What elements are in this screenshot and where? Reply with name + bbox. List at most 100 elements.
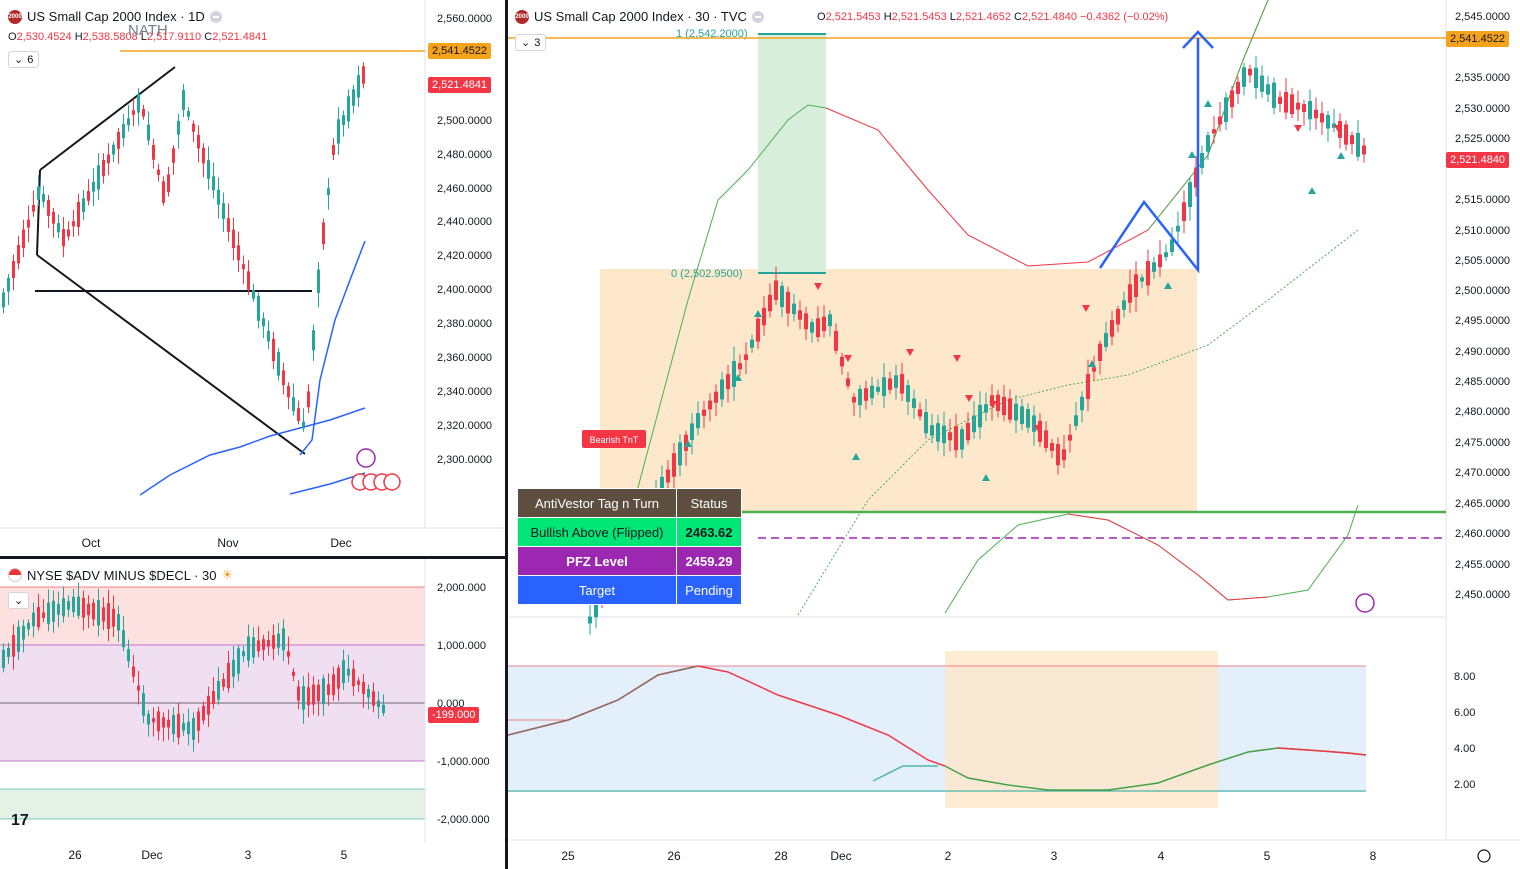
breadth-candle: [327, 684, 330, 696]
price-tick-label: 2,510.0000: [1455, 225, 1510, 237]
breadth-candle: [32, 612, 35, 627]
fib-zone: [758, 34, 826, 273]
intraday-candle: [702, 409, 706, 416]
breadth-candle: [272, 635, 275, 649]
intraday-candle: [708, 400, 712, 410]
buy-signal-icon: [684, 440, 692, 447]
breadth-chart-title[interactable]: NYSE $ADV MINUS $DECL · 30: [27, 567, 217, 583]
table-row-pfz-value: 2459.29: [676, 546, 742, 576]
intraday-candle: [918, 409, 922, 417]
breadth-candle: [207, 695, 210, 715]
intraday-candle: [1308, 100, 1312, 120]
daily-candle: [152, 144, 155, 160]
ohlc-low: 2,517.9110: [146, 31, 202, 43]
intraday-candle: [1344, 124, 1348, 145]
breadth-candle: [187, 721, 190, 735]
breadth-candle: [297, 686, 300, 701]
breadth-candle: [22, 625, 25, 640]
time-label: 5: [341, 848, 348, 862]
intraday-candle: [840, 356, 844, 367]
daily-candle: [147, 124, 150, 141]
daily-chart-svg[interactable]: 2,560.0000 2,500.0000 2,480.0000 2,460.0000…: [0, 0, 505, 556]
breadth-candle: [277, 633, 280, 648]
intraday-candle: [954, 426, 958, 451]
ohlc-low: 2,521.4652: [955, 11, 1011, 23]
hide-symbol-icon[interactable]: [751, 10, 764, 23]
daily-candle: [362, 66, 365, 84]
daily-candle: [202, 147, 205, 164]
breadth-chart-svg[interactable]: 2,000.0001,000.0000.000-1,000.000-2,000.…: [0, 559, 505, 869]
intraday-candle: [720, 379, 724, 400]
daily-chart-pane[interactable]: 2,560.0000 2,500.0000 2,480.0000 2,460.0000…: [0, 0, 505, 556]
intraday-candle: [1236, 81, 1240, 94]
intraday-candle: [942, 425, 946, 444]
buy-signal-icon: [1204, 100, 1212, 107]
price-tick-label: 2,525.0000: [1455, 133, 1510, 145]
daily-candle: [167, 174, 170, 193]
intraday-candle: [684, 434, 688, 451]
intraday-chart-title[interactable]: US Small Cap 2000 Index · 30 · TVC: [534, 9, 747, 24]
intraday-candle: [774, 280, 778, 301]
intraday-candle: [1038, 420, 1042, 442]
intraday-candle: [1326, 114, 1330, 129]
daily-candle: [97, 165, 100, 190]
sell-signal-icon: [1334, 125, 1342, 132]
breadth-candle: [322, 678, 325, 705]
intraday-candle: [660, 476, 664, 498]
pane-divider-horizontal[interactable]: [0, 556, 505, 559]
daily-candle: [37, 186, 40, 200]
ohlc-open: 2,521.5453: [825, 11, 881, 23]
daily-candle: [217, 189, 220, 205]
breadth-candle: [77, 596, 80, 616]
intraday-candle: [696, 413, 700, 429]
intraday-candle: [744, 354, 748, 361]
tradingview-logo-icon[interactable]: 17: [11, 812, 29, 829]
price-tick-label: 2,515.0000: [1455, 194, 1510, 206]
intraday-candle: [1146, 261, 1150, 286]
intraday-candle: [738, 363, 742, 370]
price-tick-label: 2,320.0000: [437, 420, 492, 432]
pattern-path: [1098, 38, 1200, 274]
breadth-candle: [202, 705, 205, 721]
daily-candle: [292, 397, 295, 412]
settings-gear-icon: [1477, 849, 1491, 863]
breadth-candle: [137, 685, 140, 691]
price-tick-label: 2,460.0000: [1455, 528, 1510, 540]
price-tick-label: -1,000.000: [437, 756, 490, 768]
intraday-candle: [864, 388, 868, 401]
time-label: 25: [561, 849, 575, 863]
intraday-candle: [750, 339, 754, 348]
breadth-candle: [287, 651, 290, 657]
intraday-chart-header: 2000 US Small Cap 2000 Index · 30 · TVC: [515, 9, 764, 24]
intraday-candle: [1158, 254, 1162, 268]
breadth-candle: [247, 636, 250, 661]
breadth-candle: [17, 626, 20, 652]
daily-candle: [282, 370, 285, 386]
pattern-line: [36, 169, 41, 256]
breadth-candle: [47, 602, 50, 624]
table-header-indicator: AntiVestor Tag n Turn: [517, 488, 677, 518]
time-label: Nov: [217, 536, 238, 550]
intraday-candle: [960, 429, 964, 450]
intraday-collapse-button[interactable]: ⌄ 3: [515, 34, 547, 51]
intraday-candle: [1188, 182, 1192, 207]
intraday-chart-svg[interactable]: 1 (2,542.2000) 0 (2,502.9500) 2,545.0000 2,…: [508, 0, 1520, 869]
breadth-collapse-button[interactable]: ⌄: [8, 592, 30, 609]
intraday-nath-tag: 2,541.4522: [1446, 31, 1510, 47]
intraday-chart-pane[interactable]: 1 (2,542.2000) 0 (2,502.9500) 2,545.0000 2,…: [508, 0, 1520, 869]
table-row-target-value: Pending: [676, 575, 742, 605]
breadth-candle: [237, 648, 240, 674]
daily-candle: [62, 228, 65, 247]
time-label: Oct: [82, 536, 101, 550]
indicators-collapse-button[interactable]: ⌄ 6: [8, 51, 40, 68]
intraday-candle: [588, 616, 592, 624]
breadth-chart-pane[interactable]: 2,000.000 1,000.000 0.000 -1,000.000 -2,000.…: [0, 559, 505, 869]
hide-symbol-icon[interactable]: [209, 10, 222, 23]
breadth-candle: [217, 680, 220, 700]
price-tick-label: 2,545.0000: [1455, 11, 1510, 23]
daily-chart-title[interactable]: US Small Cap 2000 Index · 1D: [27, 9, 205, 24]
breadth-candle: [307, 687, 310, 706]
pane-divider-vertical[interactable]: [505, 0, 508, 869]
intraday-candle: [1056, 444, 1060, 466]
market-open-sun-icon: ☀: [221, 567, 234, 582]
